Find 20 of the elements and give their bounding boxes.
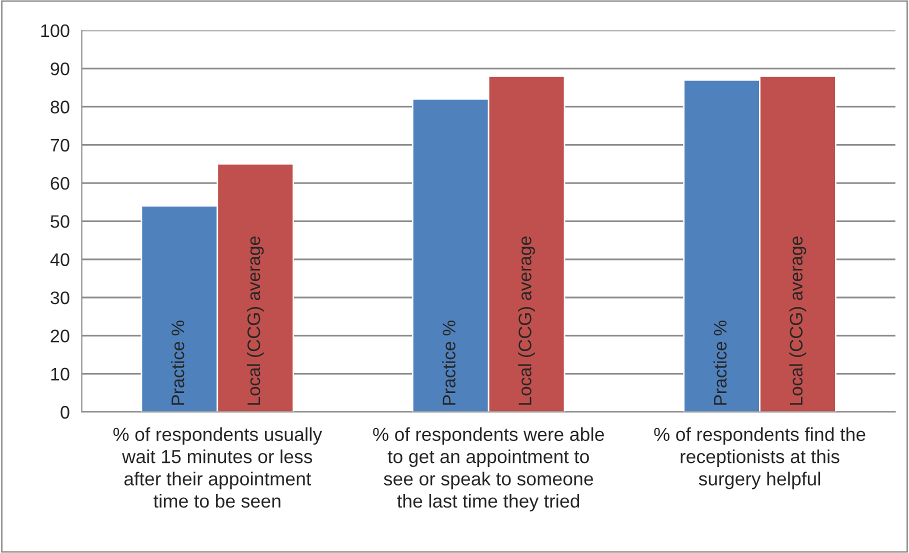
y-tick-label: 60 [50, 176, 70, 190]
x-tick-label: % of respondents were able to get an appointment to see or speak to someone the last time they tried [373, 427, 604, 512]
x-tick-label: % of respondents usually wait 15 minutes or less after their appointment time to be seen [113, 427, 322, 508]
text: Local (CCG) average [789, 236, 806, 405]
text: Local (CCG) average [518, 236, 535, 405]
text: Practice % [442, 320, 456, 405]
y-tick-label: 70 [50, 138, 70, 152]
y-tick-label: 10 [51, 368, 70, 381]
y-tick-label: 30 [50, 291, 70, 304]
series-label: Local (CCG) average [246, 236, 264, 405]
y-tick-label: 80 [50, 100, 70, 114]
y-tick-label: 40 [50, 253, 70, 266]
y-tick-label: 50 [50, 215, 70, 228]
text: Practice % [713, 320, 727, 405]
y-tick-label: 100 [41, 24, 70, 38]
x-tick-label: % of respondents find the receptionists at this surgery helpful [654, 427, 866, 490]
y-tick-label: 90 [50, 62, 70, 76]
y-tick-label: 0 [60, 406, 70, 419]
series-label: Practice % [171, 320, 184, 405]
y-tick-label: 20 [50, 330, 70, 342]
